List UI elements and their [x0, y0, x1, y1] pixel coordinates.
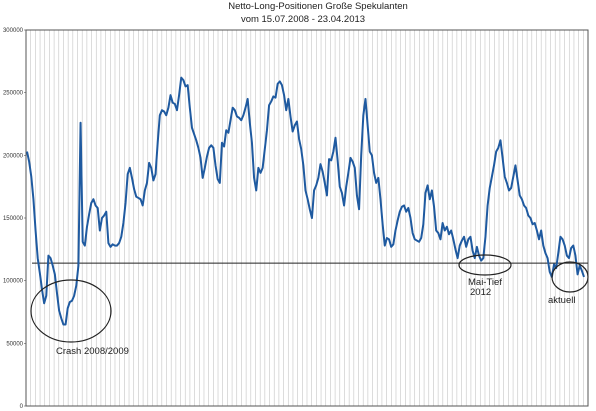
annotation-crash-label: Crash 2008/2009 [56, 346, 129, 357]
annotation-crash: Crash 2008/2009 [30, 279, 129, 357]
y-tick-labels: 0 50000 100000 150000 200000 250000 300000 [3, 28, 26, 410]
plot-frame [25, 29, 589, 407]
y-tick-label: 50000 [6, 341, 23, 347]
annotation-aktuell-label: aktuell [548, 295, 575, 306]
y-tick-label: 100000 [3, 279, 24, 285]
grid-lines [30, 30, 584, 406]
y-tick-label: 250000 [3, 91, 24, 97]
y-tick-label: 0 [20, 404, 24, 410]
y-tick-label: 150000 [3, 216, 24, 222]
annotation-mai-tief: Mai-Tief 2012 [458, 254, 512, 298]
aktuell-circle [551, 261, 589, 293]
annotation-year-label: 2012 [470, 287, 491, 298]
y-tick-label: 300000 [3, 28, 24, 34]
chart-title: Netto-Long-Positionen Große Spekulanten [228, 1, 408, 12]
series-line [26, 76, 585, 326]
crash-circle [30, 279, 112, 343]
annotation-mai-tief-label: Mai-Tief [468, 277, 502, 288]
y-tick-label: 200000 [3, 153, 24, 159]
mai-tief-circle [458, 254, 512, 276]
chart-subtitle: vom 15.07.2008 - 23.04.2013 [241, 14, 365, 25]
annotation-aktuell: aktuell [548, 261, 589, 306]
